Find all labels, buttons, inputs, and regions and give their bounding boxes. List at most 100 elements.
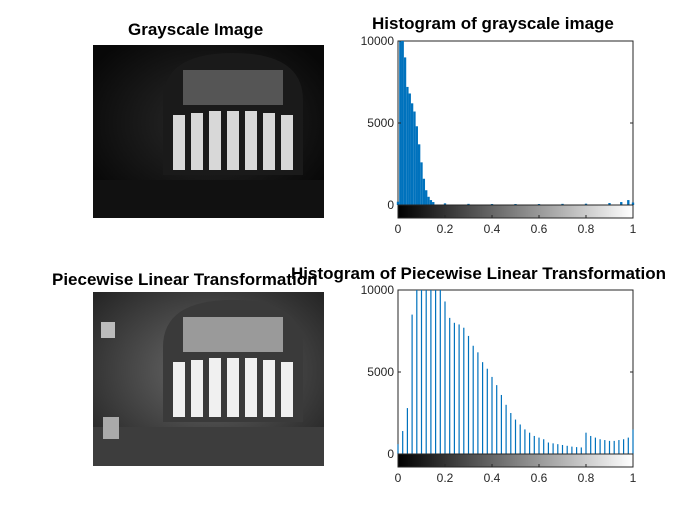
- hist1-xtick-label: 0.4: [484, 222, 501, 236]
- grayscale-image-title: Grayscale Image: [128, 20, 264, 39]
- hist2-bar: [538, 437, 540, 454]
- hist2-bar: [477, 352, 479, 454]
- hist1-bar: [420, 162, 423, 205]
- hist1-bar: [406, 86, 409, 205]
- hist2-bar: [486, 368, 488, 454]
- grayscale-image: [93, 45, 324, 218]
- hist2-bar: [599, 439, 601, 454]
- hist2-ytick-label: 0: [387, 447, 394, 461]
- hist1-bar: [401, 41, 404, 205]
- hist2-bar: [449, 317, 451, 454]
- hist2-bar: [430, 290, 432, 454]
- hist2-bar: [576, 447, 578, 454]
- hist2-bar: [467, 335, 470, 454]
- hist1-bar: [425, 190, 428, 205]
- hist1-axes-frame: [397, 40, 634, 219]
- hist2-bar: [514, 419, 517, 454]
- hist2-bar: [411, 314, 413, 454]
- hist1-bar: [432, 202, 435, 205]
- hist1-bar: [417, 144, 421, 205]
- hist2-bar: [463, 327, 465, 454]
- hist1-bar: [608, 203, 611, 205]
- hist1-bar: [467, 203, 470, 205]
- hist1-bar: [429, 200, 433, 205]
- hist2-colorbar: [397, 453, 634, 468]
- hist2-bar: [524, 429, 526, 454]
- hist1-bar: [631, 202, 635, 205]
- hist1-ytick-label: 5000: [367, 116, 394, 130]
- hist2-bar: [529, 432, 531, 454]
- hist2-ytick-label: 10000: [361, 283, 395, 297]
- grayscale-histogram-title: Histogram of grayscale image: [372, 14, 614, 33]
- hist1-bar: [443, 203, 447, 205]
- hist2-bar: [613, 440, 615, 454]
- hist1-bar: [413, 111, 416, 205]
- hist2-xtick-label: 0.2: [437, 471, 454, 485]
- hist2-bar: [608, 440, 611, 454]
- hist2-bar: [453, 322, 455, 454]
- hist1-bar: [408, 93, 411, 205]
- hist1-bar: [410, 103, 414, 205]
- hist1-xtick-label: 0.8: [578, 222, 595, 236]
- hist2-bar: [557, 444, 559, 454]
- hist2-xtick-label: 0.4: [484, 471, 501, 485]
- hist1-xtick-label: 0.6: [531, 222, 548, 236]
- hist2-bar: [533, 435, 535, 454]
- hist2-bar: [496, 385, 498, 454]
- hist2-bar: [547, 442, 549, 454]
- hist2-bar: [500, 394, 502, 454]
- hist1-xtick-label: 0: [395, 222, 402, 236]
- hist2-bar: [543, 439, 545, 454]
- hist2-bar: [416, 290, 418, 454]
- piecewise-image: [93, 292, 324, 466]
- hist2-ytick-label: 5000: [367, 365, 394, 379]
- hist1-bar: [415, 126, 418, 205]
- hist2-bar: [519, 424, 521, 454]
- hist2-bar: [623, 439, 625, 454]
- hist2-bar: [580, 447, 582, 454]
- hist2-bar: [406, 408, 408, 454]
- hist2-xtick-label: 0.6: [531, 471, 548, 485]
- hist2-xtick-label: 1: [630, 471, 637, 485]
- hist1-xtick-label: 0.2: [437, 222, 454, 236]
- hist1-bar: [620, 202, 623, 205]
- hist2-bar: [444, 301, 446, 454]
- hist2-bar: [425, 290, 427, 454]
- hist2-bar: [594, 437, 596, 454]
- hist1-xtick-label: 1: [630, 222, 637, 236]
- hist1-ytick-label: 10000: [361, 34, 395, 48]
- hist2-bar: [561, 444, 564, 454]
- hist2-bar: [482, 362, 484, 454]
- hist2-bar: [458, 324, 460, 454]
- hist2-xtick-label: 0: [395, 471, 402, 485]
- hist2-bar: [397, 444, 399, 454]
- piecewise-image-title: Piecewise Linear Transformation: [52, 270, 318, 289]
- hist2-bar: [585, 432, 587, 454]
- hist2-bar: [491, 376, 493, 454]
- hist1-ytick-label: 0: [387, 198, 394, 212]
- hist1-bar: [561, 203, 564, 205]
- hist2-bar: [505, 404, 507, 454]
- hist2-bar: [604, 440, 606, 454]
- hist2-bar: [566, 445, 568, 454]
- hist1-bar: [584, 203, 588, 205]
- hist1-bar: [627, 200, 630, 205]
- hist2-bar: [552, 443, 554, 454]
- hist1-bar: [396, 201, 400, 205]
- hist1-bar: [427, 196, 430, 205]
- hist1-bar: [403, 57, 407, 206]
- piecewise-histogram-title: Histogram of Piecewise Linear Transforma…: [291, 264, 667, 283]
- hist2-bar: [627, 437, 629, 454]
- hist2-bar: [590, 435, 592, 454]
- hist2-bar: [472, 345, 474, 454]
- hist2-bar: [571, 446, 573, 454]
- hist2-bar: [439, 290, 441, 454]
- hist2-bar: [402, 431, 404, 454]
- hist2-bar: [618, 440, 620, 454]
- hist2-bar: [420, 290, 423, 454]
- hist1-bar: [422, 178, 426, 205]
- hist2-bar: [510, 413, 512, 454]
- hist2-xtick-label: 0.8: [578, 471, 595, 485]
- hist2-bar: [435, 290, 437, 454]
